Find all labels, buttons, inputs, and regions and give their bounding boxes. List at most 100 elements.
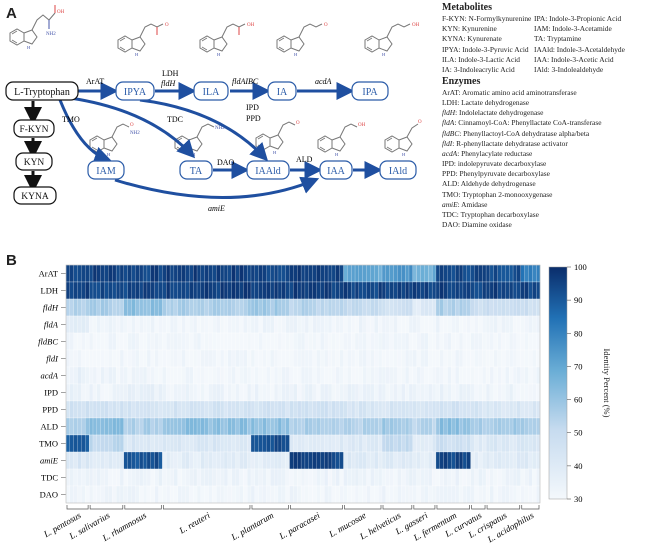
- heatmap-cell: [316, 366, 321, 385]
- heatmap-cell: [189, 264, 194, 283]
- heatmap-cell: [512, 434, 518, 453]
- heatmap-cell: [335, 281, 341, 300]
- heatmap-cell: [416, 298, 421, 317]
- heatmap-cell: [520, 298, 526, 317]
- species-bracket: [124, 505, 162, 510]
- heatmap-cell: [77, 485, 82, 504]
- heatmap-cell: [374, 417, 379, 436]
- heatmap-cell: [246, 281, 252, 300]
- heatmap-cell: [354, 468, 360, 487]
- heatmap-cell: [524, 264, 529, 283]
- heatmap-cell: [108, 281, 113, 300]
- heatmap-cell: [81, 383, 86, 402]
- heatmap-cell: [300, 468, 306, 487]
- colorbar-tick-label: 80: [574, 328, 583, 338]
- heatmap-cell: [512, 264, 518, 283]
- heatmap-cell: [428, 366, 433, 385]
- heatmap-cell: [69, 417, 75, 436]
- heatmap-cell: [455, 468, 460, 487]
- heatmap-cell: [208, 434, 213, 453]
- heatmap-cell: [362, 451, 368, 470]
- svg-text:OH: OH: [57, 10, 65, 15]
- heatmap-cell: [85, 281, 90, 300]
- heatmap-cell: [443, 468, 448, 487]
- heatmap-cell: [312, 417, 317, 436]
- heatmap-cell: [428, 434, 433, 453]
- heatmap-cell: [158, 315, 163, 334]
- heatmap-cell: [212, 264, 217, 283]
- heatmap-cell: [512, 281, 518, 300]
- heatmap-cell: [235, 417, 240, 436]
- heatmap-cell: [320, 281, 325, 300]
- heatmap-cell: [462, 383, 468, 402]
- heatmap-cell: [235, 366, 240, 385]
- heatmap-cell: [416, 451, 421, 470]
- heatmap-cell: [505, 281, 510, 300]
- heatmap-cell: [293, 383, 298, 402]
- heatmap-cell: [127, 434, 132, 453]
- heatmap-cell: [227, 349, 233, 368]
- heatmap-cell: [92, 366, 98, 385]
- heatmap-cell: [135, 400, 140, 419]
- heatmap-cell: [505, 349, 510, 368]
- heatmap-cell: [135, 451, 140, 470]
- heatmap-cell: [439, 383, 445, 402]
- heatmap-cell: [374, 400, 379, 419]
- heatmap-cell: [239, 434, 244, 453]
- heatmap-cell: [474, 417, 479, 436]
- heatmap-cell: [474, 451, 479, 470]
- heatmap-cell: [401, 451, 406, 470]
- label-ldh: LDH: [162, 69, 179, 78]
- heatmap-cell: [169, 434, 175, 453]
- heatmap-cell: [378, 332, 383, 351]
- heatmap-cell: [509, 298, 514, 317]
- heatmap-cell: [339, 451, 344, 470]
- heatmap-cell: [304, 315, 310, 334]
- heatmap-cell: [308, 468, 314, 487]
- heatmap-cell: [212, 434, 217, 453]
- heatmap-cell: [370, 417, 375, 436]
- heatmap-cell: [393, 485, 398, 504]
- heatmap-cell: [362, 468, 368, 487]
- heatmap-cell: [370, 383, 375, 402]
- heatmap-cell: [412, 451, 418, 470]
- heatmap-cell: [246, 434, 252, 453]
- heatmap-cell: [81, 315, 86, 334]
- heatmap-cell: [374, 468, 379, 487]
- heatmap-cell: [204, 451, 210, 470]
- heatmap-cell: [200, 468, 206, 487]
- heatmap-cell: [285, 434, 290, 453]
- heatmap-cell: [297, 383, 302, 402]
- heatmap-cell: [243, 332, 248, 351]
- heatmap-cell: [250, 349, 256, 368]
- heatmap-row-label: ALD: [41, 422, 58, 432]
- heatmap-cell: [381, 417, 387, 436]
- heatmap-cell: [235, 383, 240, 402]
- heatmap-cell: [119, 298, 125, 317]
- heatmap-cell: [127, 298, 132, 317]
- heatmap-cell: [65, 451, 71, 470]
- heatmap-cell: [150, 468, 156, 487]
- species-bracket: [162, 505, 251, 510]
- heatmap-cell: [77, 451, 82, 470]
- heatmap-cell: [270, 383, 275, 402]
- heatmap-cell: [142, 349, 148, 368]
- heatmap-cell: [193, 264, 198, 283]
- heatmap-cell: [289, 400, 294, 419]
- heatmap-cell: [77, 315, 82, 334]
- heatmap-cell: [397, 349, 402, 368]
- enzyme-abbr: ALD: [442, 179, 458, 189]
- heatmap-cell: [289, 349, 294, 368]
- heatmap-cell: [146, 366, 152, 385]
- heatmap-cell: [139, 315, 144, 334]
- heatmap-cell: [239, 281, 244, 300]
- heatmap-cell: [223, 451, 229, 470]
- heatmap-cell: [509, 383, 514, 402]
- heatmap-cell: [447, 451, 452, 470]
- node-iaa: [319, 160, 353, 180]
- heatmap-cell: [478, 349, 483, 368]
- heatmap-cell: [331, 417, 337, 436]
- svg-text:OH: OH: [412, 23, 420, 28]
- heatmap-cell: [135, 468, 140, 487]
- heatmap-cell: [139, 451, 144, 470]
